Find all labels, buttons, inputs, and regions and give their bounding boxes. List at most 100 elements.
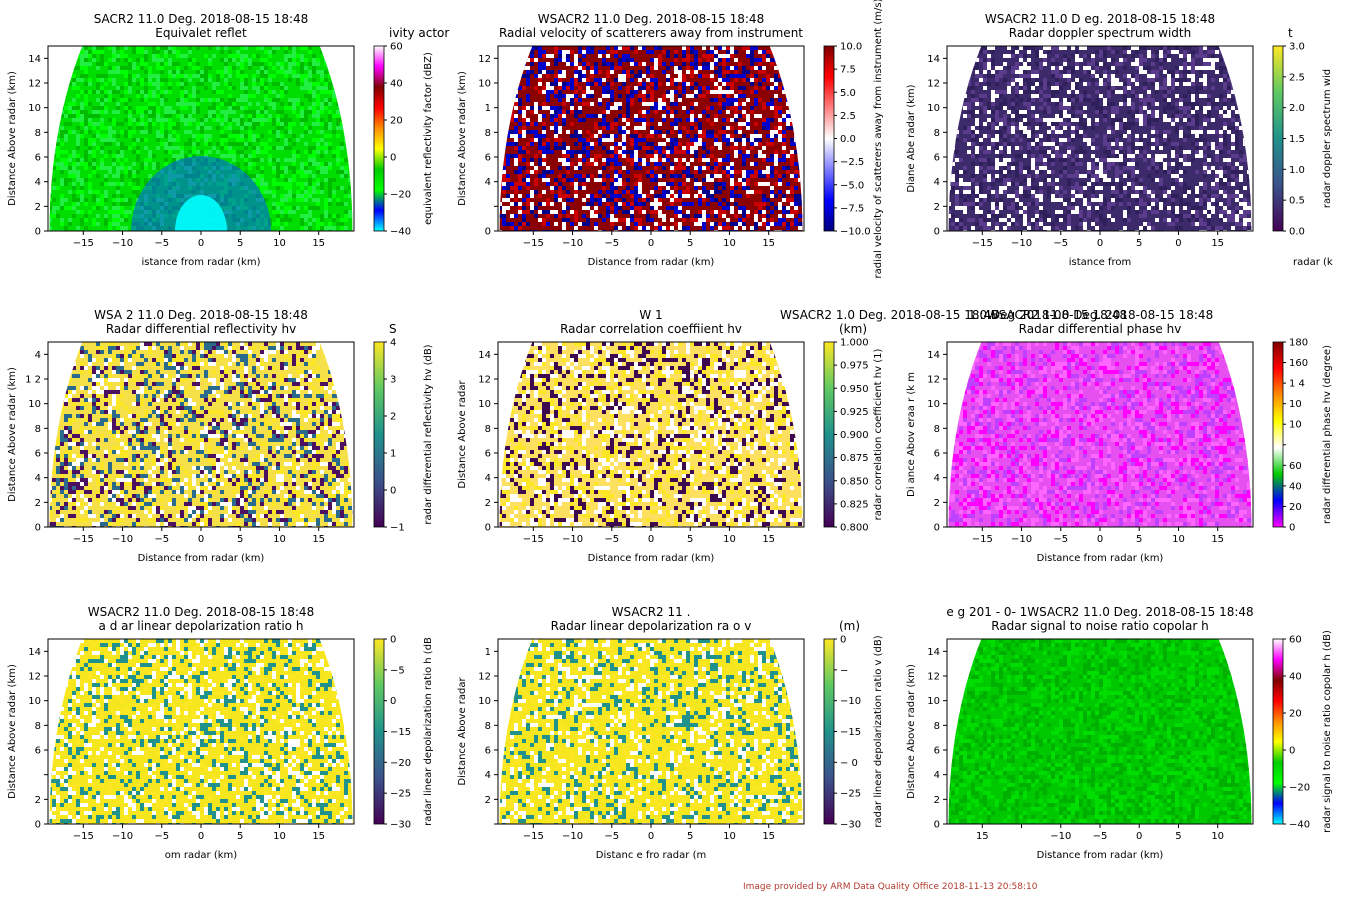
colorbar: [1273, 342, 1283, 527]
panel-title: W 1: [639, 308, 662, 322]
colorbar-tick-label: 180: [1289, 338, 1308, 349]
x-tick-label: 5: [237, 238, 243, 249]
radar-field: [498, 46, 806, 234]
x-tick-label: 5: [1136, 534, 1142, 545]
colorbar-tick-label: 0: [1289, 523, 1295, 534]
radar-field: [947, 46, 1255, 234]
y-tick-label: 0: [35, 523, 41, 534]
panel-title: SACR2 11.0 Deg. 2018-08-15 18:48: [94, 12, 309, 26]
x-tick-label: −5: [604, 534, 619, 545]
colorbar-tick-label: 20: [1289, 709, 1302, 720]
y-tick-label: 2: [934, 795, 940, 806]
radar-field: [947, 342, 1255, 530]
colorbar-tick-label: −30: [390, 820, 411, 831]
colorbar-tick-label: 10: [1289, 420, 1302, 431]
x-tick-label: −5: [604, 238, 619, 249]
y-tick-label: 0: [934, 523, 940, 534]
colorbar: [1273, 639, 1283, 824]
panel-title: WSACR2 11.0 D eg. 2018-08-15 18:48: [985, 12, 1215, 26]
x-tick-label: 5: [237, 831, 243, 842]
x-tick-label: 5: [687, 534, 693, 545]
colorbar-tick-label: −1: [390, 523, 405, 534]
y-tick-label: 2: [485, 498, 491, 509]
y-tick-label: 8: [934, 424, 940, 435]
y-tick-label: 6: [934, 449, 940, 460]
x-axis-label: Distance from radar (km): [588, 257, 715, 268]
x-tick-label: 15: [762, 238, 775, 249]
colorbar: [374, 639, 384, 824]
x-tick-label: −15: [523, 831, 544, 842]
colorbar-tick-label: 1.000: [840, 338, 869, 349]
y-tick-label: 4: [934, 770, 940, 781]
x-axis-label: Distance from radar (km): [138, 553, 265, 564]
x-tick-label: 15: [762, 534, 775, 545]
x-tick-label: −5: [1053, 238, 1068, 249]
x-tick-label: 0: [198, 238, 204, 249]
panel-title: WSACR2 11.0 Deg. 2018-08-15 18:48: [538, 12, 764, 26]
y-axis-label: Distance Above radar (km): [7, 367, 18, 502]
y-axis-label: Di ance Abov eraa r (k m: [906, 372, 917, 497]
colorbar-tick-label: 0.900: [840, 430, 869, 441]
x-tick-label: −5: [154, 534, 169, 545]
x-tick-label: 5: [237, 534, 243, 545]
colorbar-tick-label: 0: [390, 153, 396, 164]
x-tick-label: 0: [648, 534, 654, 545]
y-tick-label: 14: [927, 647, 940, 658]
colorbar: [824, 46, 834, 231]
x-tick-label: 15: [312, 831, 325, 842]
x-tick-label: 10: [273, 534, 286, 545]
y-axis-label: Distance Above radar (km): [906, 664, 917, 799]
x-tick-label: −5: [604, 831, 619, 842]
colorbar-tick-label: 0.950: [840, 384, 869, 395]
panel-title: WSA 2 11.0 Deg. 2018-08-15 18:48: [94, 308, 308, 322]
x-tick-label: 10: [723, 534, 736, 545]
y-tick-label: 4: [35, 473, 41, 484]
y-tick-label: 8: [485, 128, 491, 139]
x-tick-label: 15: [312, 238, 325, 249]
y-tick-label: 12: [478, 375, 491, 386]
y-tick-label: 14: [927, 350, 940, 361]
x-tick-label: 0: [1136, 831, 1142, 842]
x-tick-label: 15: [976, 831, 989, 842]
x-tick-label: −15: [73, 831, 94, 842]
x-tick-label: 5: [1136, 238, 1142, 249]
y-axis-label: Distance Above radar (km): [457, 71, 468, 206]
y-tick-label: 10: [28, 696, 41, 707]
overlap-text: t: [1288, 26, 1293, 40]
colorbar-tick-label: −10: [840, 696, 861, 707]
y-tick-label: 10: [478, 79, 491, 90]
y-tick-label: 6: [485, 449, 491, 460]
colorbar-tick-label: 0: [840, 635, 846, 646]
x-tick-label: −5: [1093, 831, 1108, 842]
colorbar-tick-label: 0: [390, 486, 396, 497]
y-tick-label: 14: [927, 54, 940, 65]
y-tick-label: 4: [35, 177, 41, 188]
colorbar-tick-label: 1.5: [1289, 134, 1305, 145]
x-tick-label: −5: [154, 831, 169, 842]
colorbar-label: radar doppler spectrum wid: [1322, 69, 1333, 208]
colorbar-label: radar linear depolarization ratio v (dB): [873, 635, 884, 827]
y-tick-label: 0: [934, 227, 940, 238]
y-tick-label: 10: [478, 399, 491, 410]
y-tick-label: 1: [485, 647, 491, 658]
overlap-text: ivity actor: [389, 26, 449, 40]
colorbar-tick-label: −20: [390, 190, 411, 201]
colorbar-tick-label: 0.0: [1289, 227, 1305, 238]
y-tick-label: 12: [28, 79, 41, 90]
y-tick-label: 10: [28, 103, 41, 114]
colorbar: [824, 342, 834, 527]
y-tick-label: 8: [934, 128, 940, 139]
colorbar-tick-label: − 0: [840, 758, 858, 769]
x-tick-label: 10: [1172, 534, 1185, 545]
x-tick-label: 0: [198, 534, 204, 545]
y-tick-label: 4: [35, 350, 41, 361]
colorbar-label: equivalent reflectivity factor (dBZ): [423, 52, 434, 225]
colorbar-label: radar correlation coefficient hv (1): [873, 349, 884, 521]
y-tick-label: 2: [35, 498, 41, 509]
y-tick-label: 14: [28, 54, 41, 65]
colorbar-tick-label: −5.0: [840, 180, 864, 191]
